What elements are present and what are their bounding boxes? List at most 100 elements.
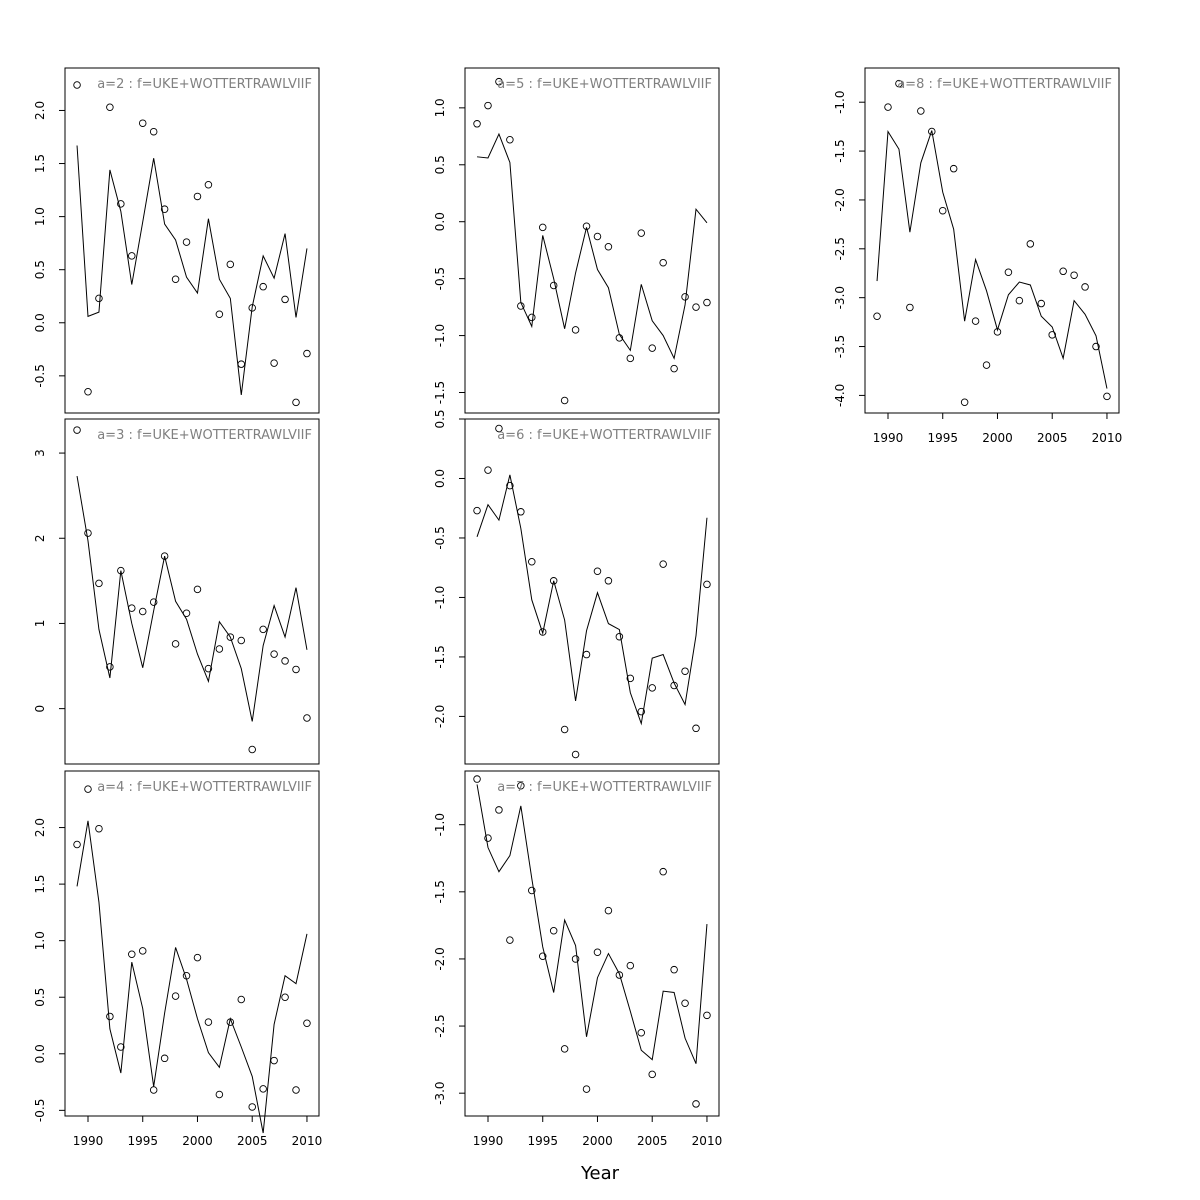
observed-point [160, 1054, 169, 1063]
observed-point [582, 222, 591, 231]
observed-point [637, 1029, 646, 1037]
observed-point [982, 361, 991, 369]
observed-point [637, 229, 646, 237]
observed-point [626, 674, 635, 683]
x-tick-label: 2005 [1037, 431, 1068, 445]
observed-point [149, 598, 158, 606]
observed-point [873, 312, 881, 320]
y-tick-label: 0.0 [433, 469, 447, 488]
observed-point [895, 79, 903, 88]
observed-point [615, 632, 624, 641]
panel: -0.5 0.0 0.5 1.0 1.5 2.0 1990 1995 2000 2005 2010 a… [33, 770, 322, 1148]
observed-point [1059, 267, 1067, 276]
observed-point [193, 953, 202, 962]
observed-point [215, 310, 224, 319]
x-tick-label: 1995 [927, 431, 958, 445]
observed-point [281, 295, 289, 304]
observed-point [171, 275, 180, 283]
y-tick-label: 1.5 [33, 875, 47, 894]
observed-point [138, 119, 147, 127]
observed-point [95, 579, 103, 588]
y-tick-label: 2 [33, 534, 47, 542]
observed-point [703, 1011, 711, 1020]
panel: 0 1 2 3 a=3 : f=UKE+WOTTERTRAWLVIIF [33, 418, 320, 765]
observed-point [106, 663, 114, 671]
y-tick-label: 1 [33, 620, 47, 628]
fitted-line [476, 784, 708, 1064]
x-tick-label: 2005 [637, 1134, 668, 1148]
observed-point [1037, 299, 1046, 308]
fitted-line [876, 129, 1108, 389]
observed-point [303, 349, 311, 358]
plot-frame [64, 67, 320, 414]
observed-point [117, 200, 125, 208]
panel-title: a=4 : f=UKE+WOTTERTRAWLVIIF [97, 780, 312, 795]
y-tick-label: 0.5 [433, 155, 447, 174]
panel: -0.5 0.0 0.5 1.0 1.5 2.0 a=2 : f=UKE+WOTTERTRA… [33, 67, 320, 414]
observed-point [1015, 296, 1024, 305]
observed-point [128, 252, 136, 260]
observed-point [593, 948, 602, 956]
observed-point [884, 103, 892, 111]
observed-point [670, 965, 678, 974]
observed-point [560, 725, 569, 734]
observed-point [484, 101, 492, 110]
observed-point [506, 936, 514, 944]
y-tick-label: 2.0 [33, 101, 47, 120]
observed-point [604, 577, 613, 585]
y-tick-label: -0.5 [433, 526, 447, 549]
observed-point [95, 824, 103, 833]
observed-point [484, 466, 492, 474]
observed-point [571, 326, 580, 334]
y-tick-label: -1.5 [833, 139, 847, 162]
observed-point [259, 282, 267, 291]
panel-title: a=7 : f=UKE+WOTTERTRAWLVIIF [497, 780, 712, 795]
y-tick-label: -1.0 [433, 324, 447, 347]
observed-point [949, 164, 958, 173]
observed-point [538, 628, 547, 636]
observed-point [659, 560, 667, 568]
panel: -2.0 -1.5 -1.0 -0.5 0.0 0.5 a=6 : f=UKE+WOTTER… [433, 409, 720, 765]
observed-point [703, 298, 711, 307]
observed-point [106, 103, 114, 112]
plot-frame [864, 67, 1120, 414]
observed-point [560, 1045, 569, 1053]
observed-point [248, 1103, 256, 1111]
y-tick-label: 0.0 [33, 1044, 47, 1063]
panel-title: a=6 : f=UKE+WOTTERTRAWLVIIF [497, 428, 712, 443]
observed-point [128, 950, 136, 958]
observed-point [648, 1070, 656, 1079]
x-tick-label: 1995 [527, 1134, 558, 1148]
y-tick-label: -0.5 [33, 1099, 47, 1122]
observed-point [84, 529, 92, 537]
observed-point [138, 947, 147, 955]
fitted-line [76, 145, 308, 396]
y-tick-label: -0.5 [33, 364, 47, 387]
observed-point [626, 354, 635, 363]
observed-point [993, 328, 1002, 336]
observed-point [528, 558, 536, 566]
x-tick-label: 1990 [473, 1134, 504, 1148]
observed-point [604, 243, 613, 251]
observed-point [560, 396, 569, 405]
observed-point [659, 867, 667, 876]
y-tick-label: 1.0 [33, 931, 47, 950]
observed-point [582, 1085, 591, 1093]
plot-frame [64, 770, 320, 1117]
x-tick-label: 2000 [582, 1134, 613, 1148]
observed-point [582, 650, 591, 659]
observed-point [648, 684, 656, 692]
observed-point [248, 745, 256, 754]
panel-title: a=5 : f=UKE+WOTTERTRAWLVIIF [497, 77, 712, 92]
observed-point [473, 775, 481, 783]
observed-point [204, 664, 213, 673]
observed-point [117, 1043, 125, 1051]
observed-point [171, 992, 180, 1000]
x-tick-label: 1990 [73, 1134, 104, 1148]
y-tick-label: 0.0 [433, 212, 447, 231]
y-tick-label: -1.0 [433, 586, 447, 609]
observed-point [171, 640, 180, 648]
plot-frame [464, 67, 720, 414]
y-tick-label: 0.5 [33, 260, 47, 279]
y-tick-label: 0.5 [33, 988, 47, 1007]
